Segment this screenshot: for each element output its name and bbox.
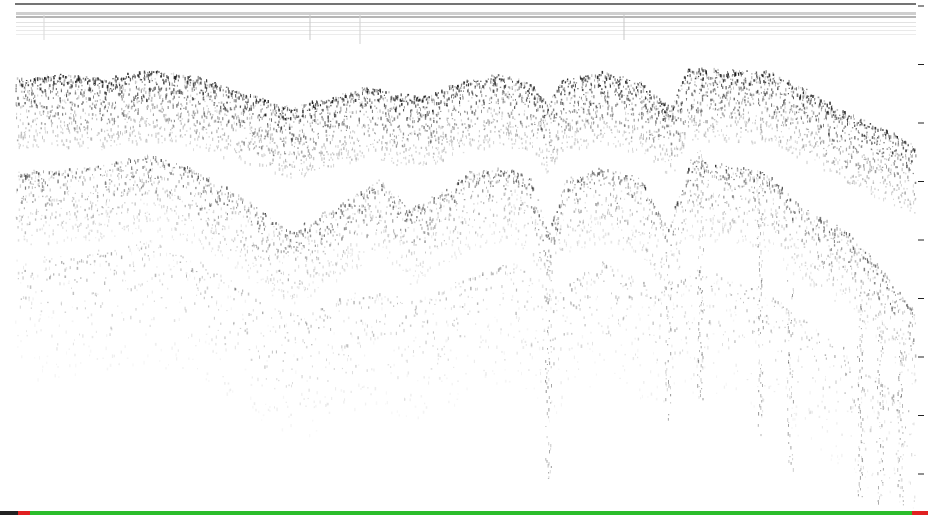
echo-returns xyxy=(15,67,917,509)
status-marker-left xyxy=(0,511,18,515)
status-marker-right xyxy=(912,511,928,515)
status-ok-segment xyxy=(30,511,912,515)
status-bar xyxy=(0,511,928,515)
status-marker-red xyxy=(18,511,30,515)
depth-scale xyxy=(918,5,924,475)
header-band xyxy=(16,12,916,44)
